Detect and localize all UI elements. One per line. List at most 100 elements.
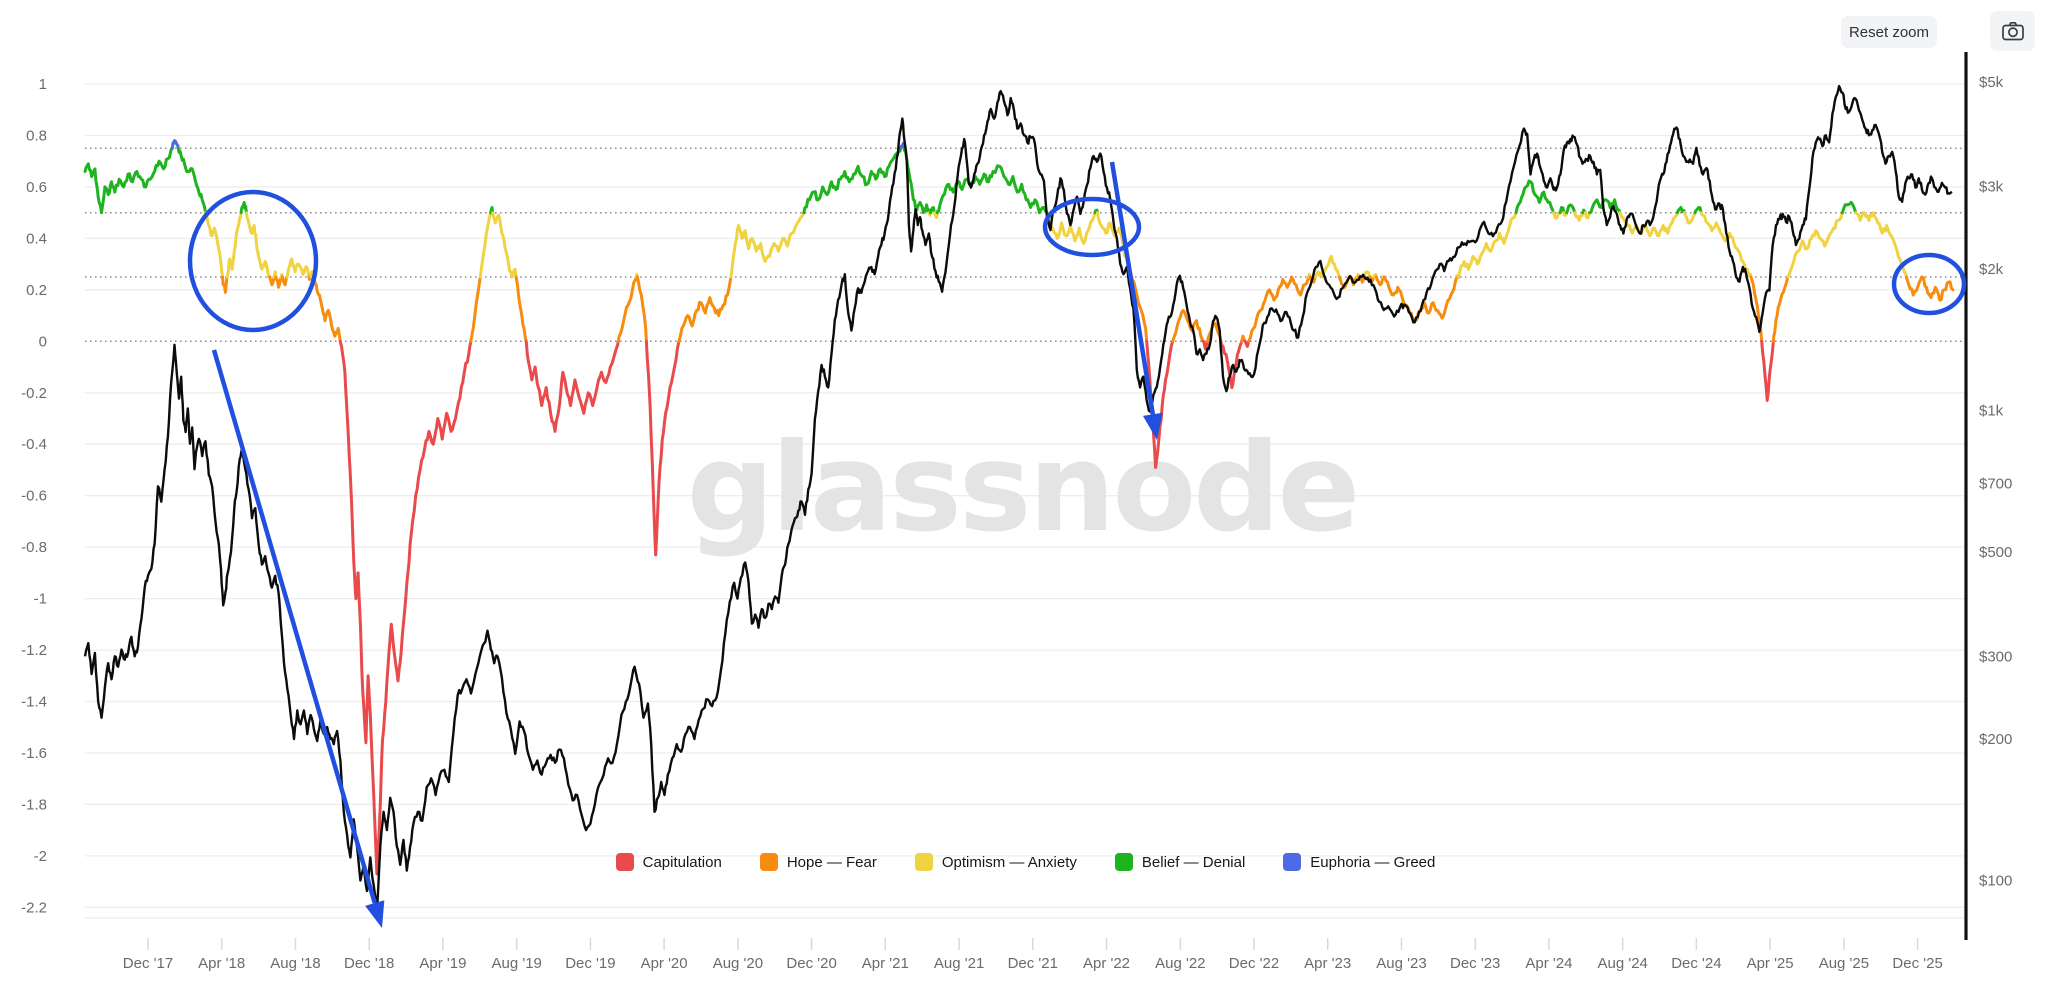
legend-item-3[interactable]: Belief — Denial (1114, 853, 1246, 871)
sentiment-line-segment (221, 275, 229, 294)
x-tick-label: Aug '19 (491, 955, 541, 972)
legend-swatch-icon (914, 853, 933, 871)
sentiment-line-segment (1313, 254, 1341, 279)
y-right-tick-label: $500 (1979, 544, 2012, 561)
sentiment-line-segment (1243, 339, 1251, 348)
sentiment-line-segment (899, 141, 906, 150)
y-left-tick-label: -0.4 (21, 436, 47, 453)
x-tick-label: Apr '25 (1747, 955, 1794, 972)
annotation-arrowhead-icon (365, 900, 385, 928)
legend-item-label: Optimism — Anxiety (941, 853, 1077, 871)
sentiment-line-segment (1374, 275, 1385, 287)
legend-item-label: Hope — Fear (786, 853, 877, 871)
sentiment-line-segment (1683, 211, 1697, 225)
sentiment-line-segment (1693, 206, 1703, 215)
y-right-tick-label: $300 (1979, 648, 2012, 665)
legend-swatch-icon (1114, 853, 1133, 871)
y-left-tick-label: -0.6 (21, 488, 47, 505)
sentiment-line-segment (1786, 211, 1844, 279)
sentiment-line-segment (616, 275, 638, 343)
y-left-tick-label: -1 (34, 591, 47, 608)
annotation-ellipse-3 (1891, 252, 1967, 316)
y-left-tick-label: 0 (39, 333, 47, 350)
x-tick-label: Aug '24 (1597, 955, 1647, 972)
sentiment-line-segment (729, 211, 806, 279)
x-tick-label: Aug '22 (1155, 955, 1205, 972)
sentiment-line-segment (1045, 211, 1097, 245)
x-tick-label: Dec '20 (786, 955, 836, 972)
sentiment-line-segment (1771, 275, 1790, 343)
sentiment-line-segment (1565, 203, 1577, 215)
sentiment-line-segment (285, 257, 311, 279)
y-right-tick-label: $5k (1979, 74, 2004, 91)
y-right-tick-label: $1k (1979, 403, 2004, 420)
sentiment-line-segment (1905, 275, 1955, 302)
sentiment-line-segment (514, 275, 528, 343)
sentiment-line-segment (1699, 211, 1753, 279)
reset-zoom-button[interactable]: Reset zoom (1841, 16, 1937, 48)
y-left-tick-label: -0.8 (21, 539, 47, 556)
y-left-tick-label: -2 (34, 848, 47, 865)
sentiment-line-segment (1219, 339, 1244, 390)
x-tick-label: Apr '24 (1525, 955, 1572, 972)
x-tick-label: Dec '18 (344, 955, 394, 972)
sentiment-line-segment (1456, 211, 1518, 279)
glassnode-watermark: glassnode (687, 417, 1357, 559)
x-tick-label: Dec '17 (123, 955, 173, 972)
sentiment-line-segment (1247, 275, 1311, 343)
y-right-tick-label: $3k (1979, 178, 2004, 195)
x-tick-label: Dec '22 (1229, 955, 1279, 972)
sentiment-line-segment (239, 200, 248, 215)
watermark-layer: glassnode (687, 417, 1360, 559)
sentiment-line-segment (244, 211, 272, 279)
sentiment-line-segment (635, 275, 648, 343)
legend-swatch-icon (1283, 853, 1302, 871)
annotations-layer (187, 161, 1967, 928)
x-tick-label: Apr '21 (862, 955, 909, 972)
sentiment-line-segment (1368, 275, 1376, 283)
sentiment-line-segment (478, 211, 493, 279)
y-left-tick-label: 0.8 (26, 128, 47, 145)
x-tick-label: Apr '22 (1083, 955, 1130, 972)
sentiment-line-segment (677, 275, 733, 343)
x-tick-label: Aug '20 (713, 955, 763, 972)
annotation-ellipse-2 (1042, 196, 1142, 258)
sentiment-line-segment (312, 275, 342, 343)
sentiment-line-segment (491, 211, 518, 279)
x-tick-label: Aug '18 (270, 955, 320, 972)
annotation-arrowhead-icon (1142, 412, 1163, 440)
y-right-tick-label: $100 (1979, 873, 2012, 890)
sentiment-line-segment (272, 270, 278, 279)
legend-item-label: Belief — Denial (1141, 853, 1246, 871)
sentiment-line-segment (225, 211, 243, 279)
sentiment-line-segment (1760, 339, 1775, 402)
annotation-ellipse-1 (187, 189, 319, 333)
sentiment-line-segment (1618, 211, 1679, 238)
camera-button[interactable] (1990, 11, 2035, 51)
x-tick-label: Aug '23 (1376, 955, 1426, 972)
x-tick-label: Apr '19 (419, 955, 466, 972)
sentiment-line-segment (1171, 308, 1205, 343)
legend-item-2[interactable]: Optimism — Anxiety (914, 853, 1077, 871)
sentiment-line-segment (338, 339, 473, 876)
y-left-tick-label: -1.4 (21, 694, 47, 711)
sentiment-line-segment (1573, 211, 1585, 222)
x-tick-label: Dec '21 (1008, 955, 1058, 972)
sentiment-line-segment (1514, 179, 1556, 215)
y-left-tick-label: -1.2 (21, 642, 47, 659)
legend-item-1[interactable]: Hope — Fear (759, 853, 877, 871)
legend-item-label: Euphoria — Greed (1310, 853, 1436, 871)
camera-icon (2001, 20, 2025, 42)
legend-item-0[interactable]: Capitulation (615, 853, 722, 871)
y-left-tick-label: 0.4 (26, 230, 47, 247)
y-left-tick-label: 0.2 (26, 282, 47, 299)
x-tick-label: Apr '23 (1304, 955, 1351, 972)
sentiment-line-segment (802, 146, 903, 215)
gridlines (85, 83, 1966, 950)
legend-item-4[interactable]: Euphoria — Greed (1283, 853, 1435, 871)
y-left-tick-label: -1.6 (21, 745, 47, 762)
sentiment-line-segment (170, 139, 180, 150)
sentiment-line-segment (83, 146, 174, 215)
x-tick-label: Apr '18 (198, 955, 245, 972)
